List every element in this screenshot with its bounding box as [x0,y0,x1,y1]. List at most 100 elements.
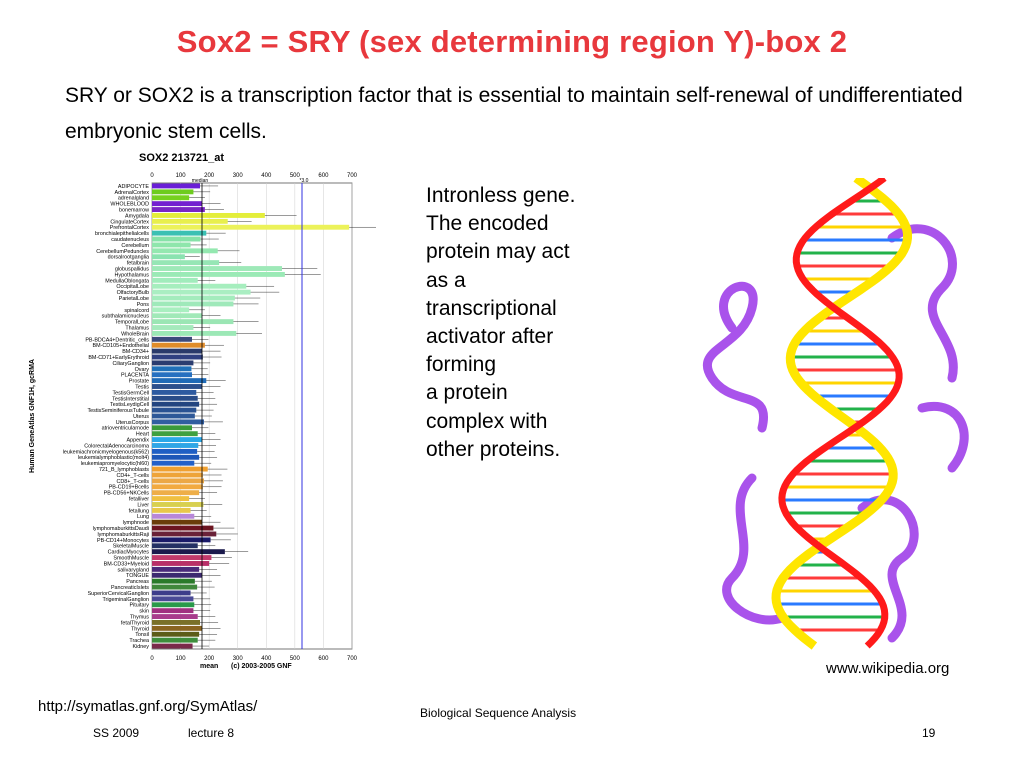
bar [152,502,204,507]
category-label: leukemialymphoblastic(molt4) [78,455,149,461]
bar [152,413,195,419]
category-label: PLACENTA [121,373,149,379]
bar [152,472,203,478]
bar [152,283,247,289]
category-label: TestisGermCell [112,390,149,396]
gene-description-line: forming [426,353,497,377]
bar [152,454,200,460]
category-label: CD4+_T-cells [116,473,149,479]
bar [152,643,193,649]
x-tick-label-bottom: 400 [261,656,272,662]
category-label: WholeBrain [121,331,149,337]
category-label: Tonsil [135,632,149,638]
protein-ribbon [887,224,958,383]
category-label: PrefrontalCortex [110,225,150,231]
bar [152,584,198,590]
category-label: Thyroid [131,626,149,632]
gene-description-line: a protein [426,381,508,405]
category-label: Pituitary [130,603,150,609]
bar [152,490,200,496]
bar [152,507,191,513]
category-label: Kidney [133,644,150,650]
x-tick-label-top: 300 [233,173,244,179]
category-label: TemporalLobe [115,320,149,326]
bar [152,260,220,266]
bar [152,301,234,307]
bar [152,201,202,207]
bar [152,596,194,602]
median-label: median [192,178,209,184]
bar [152,531,217,537]
category-label: OlfactoryBulb [117,290,149,296]
dna-strand-yellow [771,174,912,650]
bar [152,366,192,372]
image-credit[interactable]: www.wikipedia.org [826,660,950,677]
category-label: bronchialepithelialcells [95,231,149,237]
bar [152,620,200,625]
category-label: PB-CD56+NKCells [104,491,150,497]
bar [152,614,198,620]
category-label: ADIPOCYTE [118,184,150,190]
category-label: ColorectalAdenocarcinoma [84,443,149,449]
protein-ribbon [702,281,768,433]
source-url-link[interactable]: http://symatlas.gnf.org/SymAtlas/ [38,698,258,715]
bar [152,336,192,342]
bar [152,637,198,643]
category-label: PancreaticIslets [111,585,149,591]
category-label: Hypothalamus [115,272,150,278]
category-label: lymphnode [123,520,149,526]
x-tick-label-bottom: 700 [347,656,358,662]
bar [152,354,203,360]
bar [152,271,285,277]
protein-ribbon [857,495,919,643]
bar [152,496,190,502]
category-label: leukemiachronicmyelogenous(k562) [63,449,149,455]
y-axis-label: Human GeneAtlas GNF1H, gcRMA [29,359,36,473]
protein-ribbon [917,402,969,473]
threshold-label: *3.0 [300,178,309,184]
category-label: PB-CD19+Bcells [109,485,150,491]
category-label: fetallung [129,508,149,514]
intro-text: SRY or SOX2 is a transcription factor th… [65,84,963,143]
category-label: bonemarrow [119,207,149,213]
category-label: Pons [137,302,150,308]
footer-term: SS 2009 [93,726,140,740]
x-tick-label-top: 400 [261,173,272,179]
gene-description-line: as a [426,268,466,292]
category-label: AdrenalCortex [115,190,150,196]
footer-lecture: lecture 8 [188,726,235,740]
bar [152,330,237,336]
category-label: Lung [137,514,149,520]
category-label: SmoothMuscle [113,556,149,562]
bar [152,212,265,218]
x-tick-label-bottom: 500 [290,656,301,662]
bar [152,555,212,561]
category-label: Thymus [130,615,149,621]
bar [152,325,194,330]
expression-chart: SOX2 213721_at 0 0 100 100 200 200 300 300 400 400… [24,150,376,670]
bar [152,431,198,437]
bar [152,602,195,608]
category-label: Trachea [129,638,149,644]
category-label: atrioventricularnode [102,426,149,432]
gene-description-line: other proteins. [426,437,561,461]
category-label: Liver [137,502,149,508]
footer-course: Biological Sequence Analysis [420,706,577,720]
bar [152,443,199,448]
category-label: fetalThyroid [121,620,149,626]
category-label: SkeletalMuscle [113,544,149,550]
bar [152,207,205,212]
bar [152,543,198,549]
bar [152,236,201,242]
category-label: TestisLeydigCell [110,402,149,408]
category-label: CardiacMyocytes [108,550,150,556]
x-axis-label: mean [200,663,218,670]
bar [152,254,185,260]
category-label: TONGUE [126,573,149,579]
chart-title: SOX2 213721_at [139,152,224,164]
bar [152,378,207,384]
bar [152,484,203,490]
category-label: skin [139,609,149,615]
bar [152,572,202,578]
category-label: Pancreas [126,579,149,585]
